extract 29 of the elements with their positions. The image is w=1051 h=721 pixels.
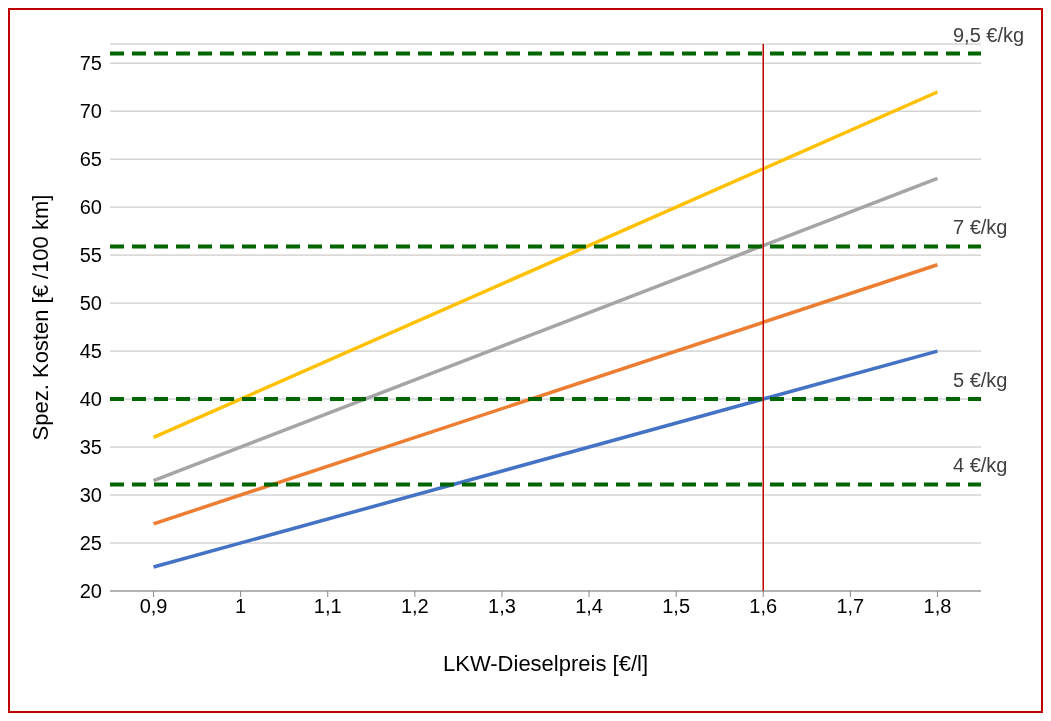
- y-tick-label: 50: [79, 292, 102, 315]
- x-tick-label: 0,9: [139, 595, 168, 618]
- y-tick-label: 20: [79, 580, 102, 603]
- ref-line-label: 4 €/kg: [953, 454, 1008, 477]
- x-tick-label: 1,8: [923, 595, 952, 618]
- y-tick-label: 35: [79, 436, 102, 459]
- x-tick-label: 1,7: [836, 595, 865, 618]
- y-tick-label: 30: [79, 484, 102, 507]
- y-tick-label: 40: [79, 388, 102, 411]
- y-tick-label: 75: [79, 52, 102, 75]
- x-tick-label: 1,1: [313, 595, 342, 618]
- x-tick-label: 1,2: [400, 595, 429, 618]
- y-tick-label: 55: [79, 244, 102, 267]
- x-tick-label: 1,4: [575, 595, 603, 618]
- frame-border: 9,5 €/kg 7 €/kg 5 €/kg 4 €/kg 0,9 1 1,1 1,2 1,3 1,4 1,5 1,6 1,7 1,8 LKW-Dieselpreis [€/l] 20 25 30 35 40 45 50 55 60 65 70 75 Spez. Kosten [€ /100 km]: [8, 8, 1043, 713]
- x-tick-label: 1,3: [488, 595, 516, 618]
- x-axis-title: LKW-Dieselpreis [€/l]: [443, 651, 648, 676]
- y-tick-label: 70: [79, 100, 102, 123]
- ref-line-label: 7 €/kg: [953, 216, 1008, 239]
- y-tick-label: 25: [79, 532, 102, 555]
- ref-line-label: 9,5 €/kg: [953, 23, 1025, 46]
- y-axis-title: Spez. Kosten [€ /100 km]: [27, 194, 53, 441]
- x-tick-label: 1,6: [749, 595, 778, 618]
- y-tick-label: 45: [79, 340, 102, 363]
- y-tick-label: 60: [79, 196, 102, 219]
- x-tick-label: 1,5: [662, 595, 691, 618]
- y-tick-label: 65: [79, 148, 102, 171]
- x-tick-label: 1: [235, 595, 247, 618]
- ref-line-label: 5 €/kg: [953, 369, 1008, 392]
